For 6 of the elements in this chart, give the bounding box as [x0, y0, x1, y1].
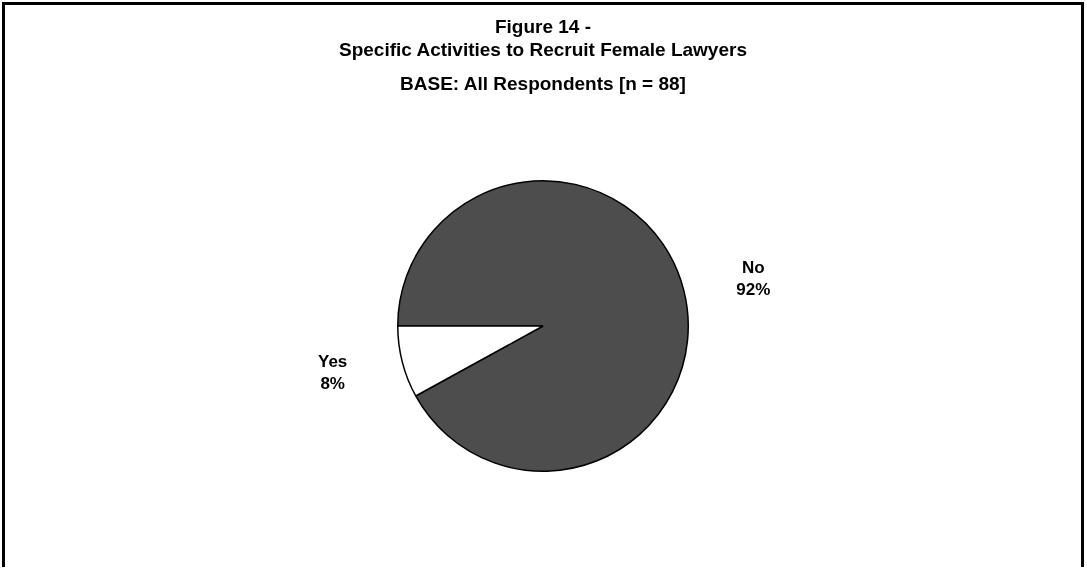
data-label: 92%	[736, 279, 771, 299]
slice-label: No	[741, 257, 765, 277]
slice-label: Yes	[318, 351, 348, 371]
data-label: 8%	[320, 373, 345, 393]
chart-subtitle: BASE: All Respondents [n = 88]	[399, 73, 687, 95]
chart-title: Figure 14 - Specific Activities to Recruit Female Lawyers	[338, 15, 748, 61]
